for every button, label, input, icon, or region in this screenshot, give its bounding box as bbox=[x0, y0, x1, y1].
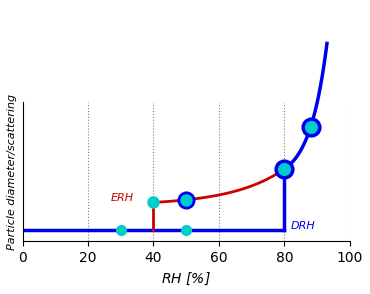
Y-axis label: Particle diameter/scattering: Particle diameter/scattering bbox=[7, 94, 17, 250]
Text: ERH: ERH bbox=[111, 193, 134, 203]
Text: DRH: DRH bbox=[291, 221, 316, 231]
X-axis label: $RH$ [%]: $RH$ [%] bbox=[161, 271, 211, 287]
